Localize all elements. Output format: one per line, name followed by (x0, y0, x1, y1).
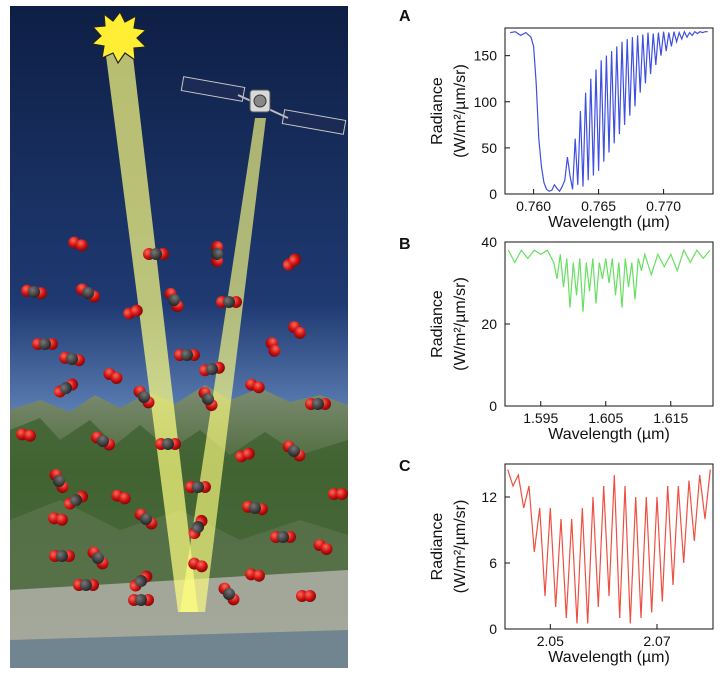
x-axis-label: Wavelength (µm) (548, 214, 670, 231)
y-tick-label: 20 (481, 316, 497, 332)
satellite-icon (180, 76, 347, 135)
co2-molecule (103, 368, 123, 384)
co2-molecule (155, 438, 181, 450)
co2-molecule (245, 378, 265, 394)
co2-molecule (245, 568, 265, 582)
y-axis-label: Radiance (429, 513, 446, 581)
co2-molecules (16, 236, 348, 606)
plot-frame (504, 463, 714, 630)
co2-molecule (134, 508, 158, 530)
co2-molecule (16, 428, 36, 442)
co2-molecule (235, 447, 255, 463)
x-axis-label: Wavelength (µm) (548, 426, 670, 443)
series-line (507, 248, 711, 312)
co2-molecule (123, 304, 143, 320)
co2-molecule (265, 337, 281, 357)
co2-molecule (129, 570, 153, 592)
panel-letter: A (399, 8, 411, 25)
series-line (510, 30, 708, 193)
y-tick-label: 150 (474, 48, 498, 64)
plot-frame (504, 27, 714, 195)
co2-molecule (216, 296, 242, 308)
co2-molecule (188, 557, 208, 573)
co2-molecule (128, 594, 154, 606)
x-tick-label: 1.595 (523, 410, 558, 426)
co2-molecule (75, 283, 101, 303)
y-tick-label: 6 (489, 555, 497, 571)
x-tick-label: 0.765 (581, 198, 616, 214)
panel-letter: C (399, 458, 411, 475)
co2-molecule (49, 550, 75, 562)
sun-icon (90, 10, 148, 65)
co2-molecule (242, 500, 268, 516)
co2-molecule (313, 539, 333, 555)
co2-molecule (32, 338, 58, 350)
co2-molecule (87, 546, 109, 570)
x-tick-label: 1.615 (653, 410, 688, 426)
plot-frame (504, 241, 714, 407)
x-tick-label: 1.605 (588, 410, 623, 426)
co2-molecule (270, 531, 296, 543)
co2-molecule (49, 468, 69, 494)
co2-molecule (21, 284, 47, 300)
y-axis-units: (W/m²/µm/sr) (452, 64, 469, 158)
co2-molecule (218, 582, 240, 606)
x-tick-label: 2.07 (643, 633, 670, 649)
y-tick-label: 0 (489, 398, 497, 414)
y-axis-units: (W/m²/µm/sr) (452, 500, 469, 594)
x-tick-label: 0.770 (646, 198, 681, 214)
series-line (507, 469, 711, 624)
y-tick-label: 50 (481, 140, 497, 156)
y-axis-units: (W/m²/µm/sr) (452, 277, 469, 371)
co2-molecule (63, 490, 89, 510)
co2-molecule (305, 398, 331, 410)
y-tick-label: 0 (489, 186, 497, 202)
co2-molecule (188, 514, 208, 540)
x-tick-label: 0.760 (516, 198, 551, 214)
co2-molecule (48, 512, 68, 526)
co2-molecule (185, 481, 211, 493)
panel-letter: B (399, 236, 411, 253)
co2-molecule (53, 378, 79, 398)
y-tick-label: 0 (489, 621, 497, 637)
co2-molecule (288, 321, 306, 339)
co2-molecule (199, 361, 225, 377)
co2-molecule (90, 431, 116, 451)
co2-molecule (59, 351, 85, 367)
co2-molecule (143, 248, 169, 260)
co2-molecule (211, 241, 223, 267)
co2-molecule (328, 488, 348, 500)
co2-molecule (133, 385, 155, 409)
y-axis-label: Radiance (429, 290, 446, 358)
x-axis-label: Wavelength (µm) (548, 649, 670, 666)
x-tick-label: 2.05 (537, 633, 564, 649)
y-axis-label: Radiance (429, 77, 446, 145)
co2-molecule (296, 590, 316, 602)
satellite-illustration (10, 6, 348, 668)
co2-molecule (68, 236, 88, 252)
co2-molecule (73, 579, 99, 591)
y-tick-label: 100 (474, 94, 498, 110)
co2-molecule (164, 287, 184, 313)
co2-molecule (282, 253, 302, 271)
y-tick-label: 12 (481, 489, 497, 505)
co2-molecule (174, 349, 200, 361)
y-tick-label: 40 (481, 234, 497, 250)
co2-molecule (282, 440, 306, 462)
co2-molecule (198, 386, 218, 412)
co2-molecule (111, 489, 131, 505)
